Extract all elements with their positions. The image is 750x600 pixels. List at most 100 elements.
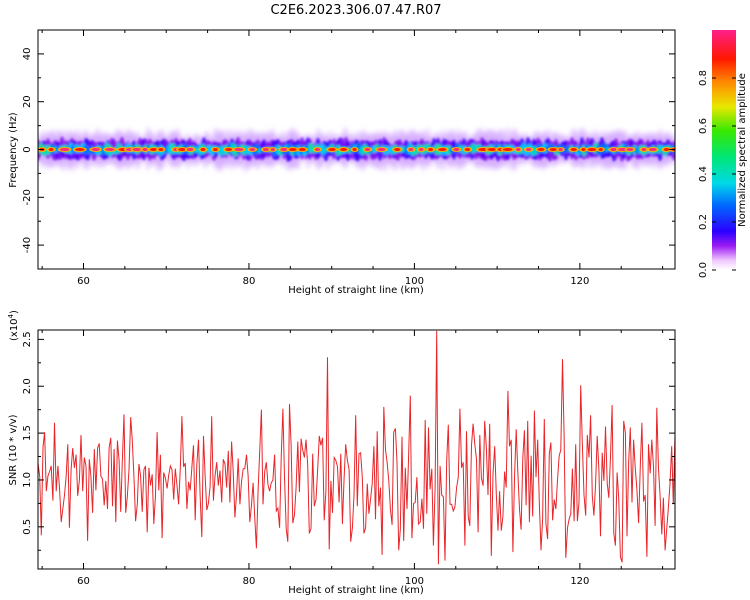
snr-y-tick-label: 0.5 xyxy=(22,519,33,535)
snr-y-multiplier-base: (x10 xyxy=(9,318,20,341)
spectrogram-cell xyxy=(328,148,336,151)
spectrogram-cell xyxy=(178,148,187,151)
spectrogram-cell xyxy=(280,148,288,151)
snr-x-tick-label: 100 xyxy=(405,576,424,587)
spectrogram-cell xyxy=(464,148,471,151)
spectrogram-y-tick-label: 40 xyxy=(22,48,33,61)
spectrogram-x-tick-label: 80 xyxy=(243,276,256,287)
spectrogram-cell xyxy=(288,148,297,151)
spectrogram-cell xyxy=(364,148,371,151)
snr-y-multiplier-exponent: 4 xyxy=(7,313,15,318)
snr-axis-ticks xyxy=(38,330,675,569)
spectrogram-cell xyxy=(537,148,545,151)
colorbar-gradient xyxy=(712,30,736,270)
snr-series-line xyxy=(38,330,675,565)
colorbar-tick-label: 0.4 xyxy=(698,166,709,182)
spectrogram-y-tick-label: -20 xyxy=(22,189,33,205)
spectrogram-axis-ticks xyxy=(38,29,675,270)
spectrogram-cell xyxy=(408,148,414,151)
spectrogram-x-tick-labels: 60 80 100 120 xyxy=(77,276,589,287)
spectrogram-cell xyxy=(320,144,326,156)
spectrogram-panel: 60 80 100 120 -40 -20 0 20 40 Height of straigh… xyxy=(8,29,676,296)
spectrogram-cell xyxy=(641,148,647,151)
figure-title: C2E6.2023.306.07.47.R07 xyxy=(270,3,441,18)
spectrogram-cell xyxy=(525,148,532,151)
spectrogram-cell xyxy=(262,148,269,151)
spectrogram-cell xyxy=(610,148,618,151)
spectrogram-cell xyxy=(487,148,497,151)
spectrogram-cell xyxy=(186,148,194,151)
snr-y-tick-labels: 0.5 1.0 1.5 2.0 2.5 xyxy=(22,331,33,534)
spectrogram-cell xyxy=(132,148,142,151)
spectrogram-cell xyxy=(212,148,218,151)
spectrogram-cell xyxy=(249,148,256,151)
spectrogram-band xyxy=(38,126,675,173)
spectrogram-cell xyxy=(502,148,513,151)
spectrogram-cell xyxy=(394,148,401,151)
spectrogram-cell xyxy=(105,148,115,151)
spectrogram-x-tick-label: 60 xyxy=(77,276,90,287)
snr-y-axis-label: SNR (10 * v/v) xyxy=(8,414,19,485)
spectrogram-cell xyxy=(352,148,357,151)
spectrogram-cell xyxy=(225,148,233,151)
spectrogram-x-tick-label: 120 xyxy=(570,276,589,287)
spectrogram-cell xyxy=(298,148,306,151)
spectrogram-cell xyxy=(516,148,521,151)
spectrogram-cell xyxy=(48,148,54,151)
spectrogram-cell xyxy=(587,148,597,151)
spectrogram-cell xyxy=(438,148,447,151)
spectrogram-cell xyxy=(158,148,164,151)
snr-y-tick-label: 2.5 xyxy=(22,331,33,347)
spectrogram-cell xyxy=(200,148,206,151)
snr-x-tick-labels: 60 80 100 120 xyxy=(77,576,589,587)
spectrogram-y-axis-label: Frequency (Hz) xyxy=(8,112,19,188)
snr-y-multiplier-close: ) xyxy=(9,310,20,314)
colorbar-tick-label: 0.6 xyxy=(698,118,709,134)
snr-x-tick-label: 60 xyxy=(77,576,90,587)
spectrogram-cell xyxy=(648,148,657,151)
spectrogram-cell xyxy=(270,148,275,151)
colorbar-tick-label: 0.0 xyxy=(698,262,709,278)
snr-y-tick-label: 2.0 xyxy=(22,378,33,394)
spectrogram-y-tick-labels: -40 -20 0 20 40 xyxy=(22,48,33,254)
spectrogram-y-tick-label: -40 xyxy=(22,237,33,253)
spectrogram-cell xyxy=(581,148,586,151)
spectrogram-cell xyxy=(91,148,100,151)
spectrogram-cell xyxy=(149,148,158,151)
colorbar-tick-label: 0.2 xyxy=(698,214,709,230)
snr-panel: 60 80 100 120 0.5 1.0 1.5 2.0 2.5 Height of str… xyxy=(7,310,676,596)
colorbar-ticks: 0.0 0.2 0.4 0.6 0.8 xyxy=(698,70,736,278)
spectrogram-cell xyxy=(570,148,577,151)
spectrogram-cell xyxy=(598,148,603,151)
snr-y-multiplier: (x104) xyxy=(7,310,20,341)
spectrogram-cell xyxy=(59,148,70,151)
spectrogram-x-axis-label: Height of straight line (km) xyxy=(288,285,424,296)
spectrogram-cell xyxy=(453,148,460,151)
colorbar-label: Normalized spectral amplitude xyxy=(737,73,748,227)
spectrogram-x-tick-label: 100 xyxy=(405,276,424,287)
snr-x-tick-label: 120 xyxy=(570,576,589,587)
snr-y-tick-label: 1.0 xyxy=(22,472,33,488)
spectrogram-cell xyxy=(314,148,321,151)
spectrogram-cell xyxy=(663,148,670,151)
spectrogram-cell xyxy=(234,148,244,151)
snr-x-tick-label: 80 xyxy=(243,576,256,587)
spectrogram-cell xyxy=(549,148,557,151)
snr-x-axis-label: Height of straight line (km) xyxy=(288,585,424,596)
colorbar-tick-label: 0.8 xyxy=(698,70,709,86)
spectrogram-cell xyxy=(478,148,488,151)
spectrogram-cell xyxy=(428,148,434,151)
spectrogram-y-tick-label: 20 xyxy=(22,95,33,108)
spectrogram-cell xyxy=(626,148,634,151)
spectrogram-cell xyxy=(142,148,148,151)
spectrogram-cell xyxy=(418,148,424,151)
colorbar: 0.0 0.2 0.4 0.6 0.8 Normalized spectral ampl… xyxy=(698,30,748,278)
spectrogram-cell xyxy=(558,148,563,151)
spectrogram-cell xyxy=(339,148,348,151)
spectrogram-cell xyxy=(74,148,85,151)
snr-frame xyxy=(37,329,676,570)
spectrogram-y-tick-label: 0 xyxy=(22,146,33,152)
snr-y-tick-label: 1.5 xyxy=(22,425,33,441)
spectrogram-cell xyxy=(377,148,386,151)
